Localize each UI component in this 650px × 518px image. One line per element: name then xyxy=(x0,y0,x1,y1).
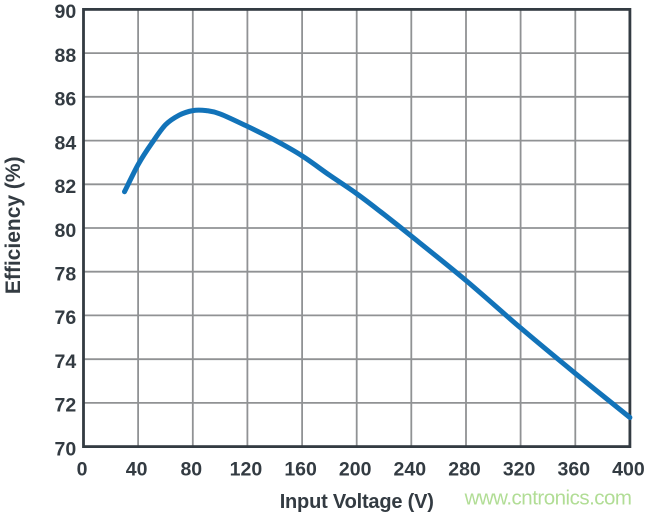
svg-text:88: 88 xyxy=(54,45,76,67)
svg-text:320: 320 xyxy=(503,458,536,480)
svg-text:120: 120 xyxy=(230,458,263,480)
svg-text:280: 280 xyxy=(448,458,481,480)
svg-text:84: 84 xyxy=(54,132,76,154)
svg-text:78: 78 xyxy=(54,264,76,286)
svg-text:Efficiency (%): Efficiency (%) xyxy=(2,156,25,294)
svg-text:80: 80 xyxy=(54,220,76,242)
svg-text:160: 160 xyxy=(284,458,317,480)
svg-text:0: 0 xyxy=(77,458,88,480)
svg-text:80: 80 xyxy=(180,458,202,480)
svg-text:Input Voltage (V): Input Voltage (V) xyxy=(280,491,434,513)
svg-text:240: 240 xyxy=(394,458,427,480)
svg-text:400: 400 xyxy=(612,458,645,480)
svg-text:82: 82 xyxy=(54,176,76,198)
svg-text:360: 360 xyxy=(558,458,591,480)
svg-text:www.cntronics.com: www.cntronics.com xyxy=(464,486,632,509)
svg-text:90: 90 xyxy=(54,1,76,23)
svg-text:86: 86 xyxy=(54,89,76,111)
svg-text:70: 70 xyxy=(54,438,76,460)
svg-text:200: 200 xyxy=(339,458,372,480)
svg-text:74: 74 xyxy=(54,351,76,373)
svg-text:76: 76 xyxy=(54,307,76,329)
svg-text:72: 72 xyxy=(54,395,76,417)
svg-text:40: 40 xyxy=(126,458,148,480)
